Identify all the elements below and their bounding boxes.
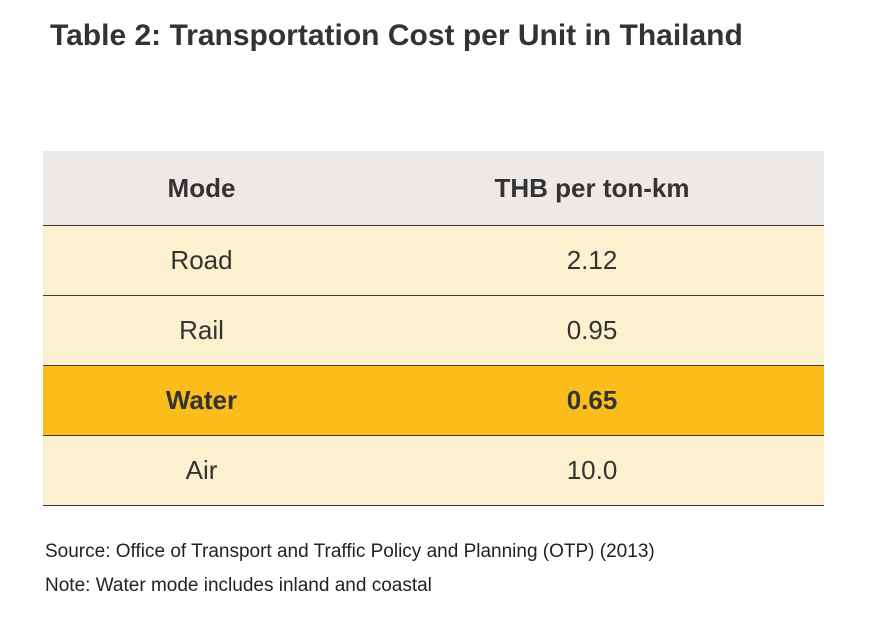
- table-row-water: Water 0.65: [43, 366, 824, 436]
- mode-note: Note: Water mode includes inland and coa…: [45, 575, 432, 596]
- cost-cell: 2.12: [566, 245, 618, 275]
- mode-cell: Rail: [179, 315, 224, 345]
- mode-cell: Water: [165, 385, 238, 415]
- cost-cell: 0.95: [566, 315, 618, 345]
- table-row-rail: Rail 0.95: [43, 296, 824, 366]
- footnotes: Source: Office of Transport and Traffic …: [45, 535, 845, 603]
- header-cost: THB per ton-km: [494, 172, 690, 203]
- cost-cell: 0.65: [566, 385, 618, 415]
- cost-table: Mode THB per ton-km Road 2.12 Rail 0.95 …: [43, 151, 824, 506]
- source-note: Source: Office of Transport and Traffic …: [45, 541, 655, 562]
- table-header-row: Mode THB per ton-km: [43, 151, 824, 226]
- table-row-air: Air 10.0: [43, 436, 824, 506]
- page-title: Table 2: Transportation Cost per Unit in…: [50, 19, 743, 52]
- table-row-road: Road 2.12: [43, 226, 824, 296]
- mode-cell: Air: [185, 455, 218, 485]
- cost-cell: 10.0: [566, 455, 618, 485]
- header-mode: Mode: [167, 172, 236, 203]
- mode-cell: Road: [170, 245, 233, 275]
